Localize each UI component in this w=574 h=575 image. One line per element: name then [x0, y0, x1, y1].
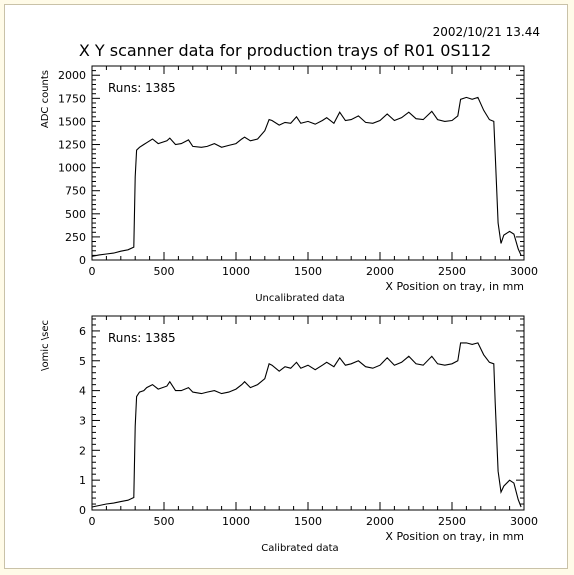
x-axis-label: X Position on tray, in mm [385, 530, 524, 543]
runs-annotation: Runs: 1385 [108, 331, 176, 345]
series-line [91, 96, 522, 257]
plot-frame [91, 315, 525, 511]
x-tick-label: 1500 [294, 515, 322, 528]
x-tick-label: 1000 [222, 265, 250, 278]
x-tick-label: 2500 [438, 515, 466, 528]
y-axis-label: ADC counts [40, 70, 51, 128]
x-tick-label: 3000 [510, 515, 538, 528]
y-tick-label: 2000 [58, 69, 86, 82]
plot-frame [91, 65, 525, 261]
y-tick-label: 1750 [58, 92, 86, 105]
header-title: X Y scanner data for production trays of… [79, 41, 491, 60]
y-tick-label: 6 [79, 325, 86, 338]
header-datetime: 2002/10/21 13.44 [433, 25, 540, 39]
chart-caption: Calibrated data [261, 543, 338, 554]
chart-caption: Uncalibrated data [255, 293, 345, 304]
x-tick-label: 0 [89, 265, 96, 278]
x-tick-label: 1000 [222, 515, 250, 528]
chart-panel-2: 0 500 1000 1500 2000 2500 3000 0 1 2 3 4 5 6 Runs: 138… [40, 315, 538, 554]
chart-panels: 0 500 1000 1500 2000 2500 30000250500750100012… [40, 65, 538, 554]
x-tick-label: 500 [154, 515, 175, 528]
y-tick-label: 750 [65, 185, 86, 198]
y-tick-label: 4 [79, 385, 86, 398]
y-axis-label: \omic \sec [40, 320, 51, 371]
series-line [91, 342, 522, 508]
x-tick-label: 3000 [510, 265, 538, 278]
x-tick-label: 0 [89, 515, 96, 528]
x-axis-label: X Position on tray, in mm [385, 280, 524, 293]
x-tick-label: 2000 [366, 515, 394, 528]
x-tick-label: 500 [154, 265, 175, 278]
x-tick-label: 1500 [294, 265, 322, 278]
y-tick-label: 250 [65, 231, 86, 244]
runs-annotation: Runs: 1385 [108, 81, 176, 95]
chart-panel-1: 0 500 1000 1500 2000 2500 3000 0 250 500 750 1000 12… [40, 65, 538, 304]
y-tick-label: 1 [79, 474, 86, 487]
x-tick-label: 2500 [438, 265, 466, 278]
y-tick-label: 0 [79, 504, 86, 517]
x-tick-label: 2000 [366, 265, 394, 278]
y-tick-label: 1000 [58, 162, 86, 175]
y-tick-label: 5 [79, 355, 86, 368]
y-tick-label: 1250 [58, 139, 86, 152]
y-tick-label: 0 [79, 254, 86, 267]
y-tick-label: 2 [79, 444, 86, 457]
y-tick-label: 500 [65, 208, 86, 221]
y-tick-label: 1500 [58, 115, 86, 128]
y-tick-label: 3 [79, 414, 86, 427]
